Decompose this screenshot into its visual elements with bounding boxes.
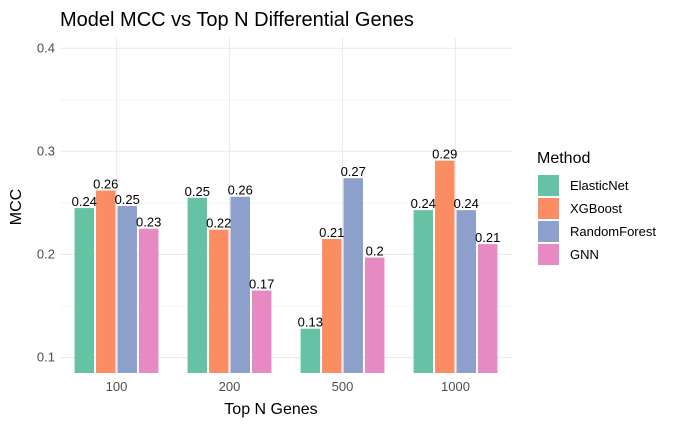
legend-label: GNN: [570, 247, 599, 262]
x-tick-label: 100: [106, 379, 128, 394]
grid-lines: [60, 38, 512, 373]
legend-swatch: [538, 198, 559, 219]
y-axis-label: MCC: [8, 189, 25, 225]
data-labels: 0.240.260.250.230.250.220.260.170.130.21…: [72, 147, 501, 330]
bar-value-label: 0.22: [206, 216, 231, 231]
bar-value-label: 0.23: [136, 215, 161, 230]
y-tick-label: 0.1: [37, 350, 55, 365]
y-tick-label: 0.3: [37, 143, 55, 158]
bar: [230, 196, 250, 373]
bar: [251, 290, 272, 373]
bar: [74, 208, 95, 373]
bar-value-label: 0.27: [341, 164, 366, 179]
x-tick-label: 1000: [441, 379, 470, 394]
axes: 0.1 0.2 0.3 0.4 100 200 500 1000: [37, 40, 470, 394]
bar: [456, 210, 476, 373]
legend-label: XGBoost: [570, 201, 622, 216]
bar-value-label: 0.24: [411, 196, 436, 211]
bar-value-label: 0.21: [475, 230, 500, 245]
bar: [322, 239, 342, 373]
bar-value-label: 0.2: [366, 244, 384, 259]
bar: [364, 257, 385, 373]
legend: Method ElasticNet XGBoost RandomForest GNN: [537, 150, 656, 265]
bar: [413, 210, 434, 373]
legend-swatch: [538, 221, 559, 242]
legend-label: RandomForest: [570, 224, 656, 239]
bars: [74, 160, 498, 373]
bar: [138, 228, 159, 373]
y-tick-label: 0.2: [37, 246, 55, 261]
bar: [187, 197, 208, 373]
legend-swatch: [538, 244, 559, 265]
bar: [477, 244, 498, 373]
x-tick-label: 200: [219, 379, 241, 394]
bar-value-label: 0.25: [185, 184, 210, 199]
bar-value-label: 0.24: [72, 194, 97, 209]
legend-label: ElasticNet: [570, 178, 629, 193]
x-axis-label: Top N Genes: [224, 401, 317, 418]
bar-value-label: 0.26: [228, 183, 253, 198]
bar: [96, 190, 116, 373]
bar: [117, 206, 137, 373]
bar: [209, 229, 229, 373]
y-tick-label: 0.4: [37, 40, 55, 55]
bar-value-label: 0.26: [93, 177, 118, 192]
legend-swatch: [538, 175, 559, 196]
bar: [343, 178, 363, 373]
bar-value-label: 0.21: [319, 225, 344, 240]
bar-value-label: 0.13: [298, 315, 323, 330]
bar-value-label: 0.29: [432, 147, 457, 162]
bar-value-label: 0.17: [249, 277, 274, 292]
x-tick-label: 500: [332, 379, 354, 394]
bar-value-label: 0.25: [115, 192, 140, 207]
legend-title: Method: [537, 150, 590, 167]
bar-value-label: 0.24: [454, 196, 479, 211]
chart-title: Model MCC vs Top N Differential Genes: [60, 9, 414, 31]
bar: [300, 328, 321, 373]
bar: [435, 160, 455, 373]
